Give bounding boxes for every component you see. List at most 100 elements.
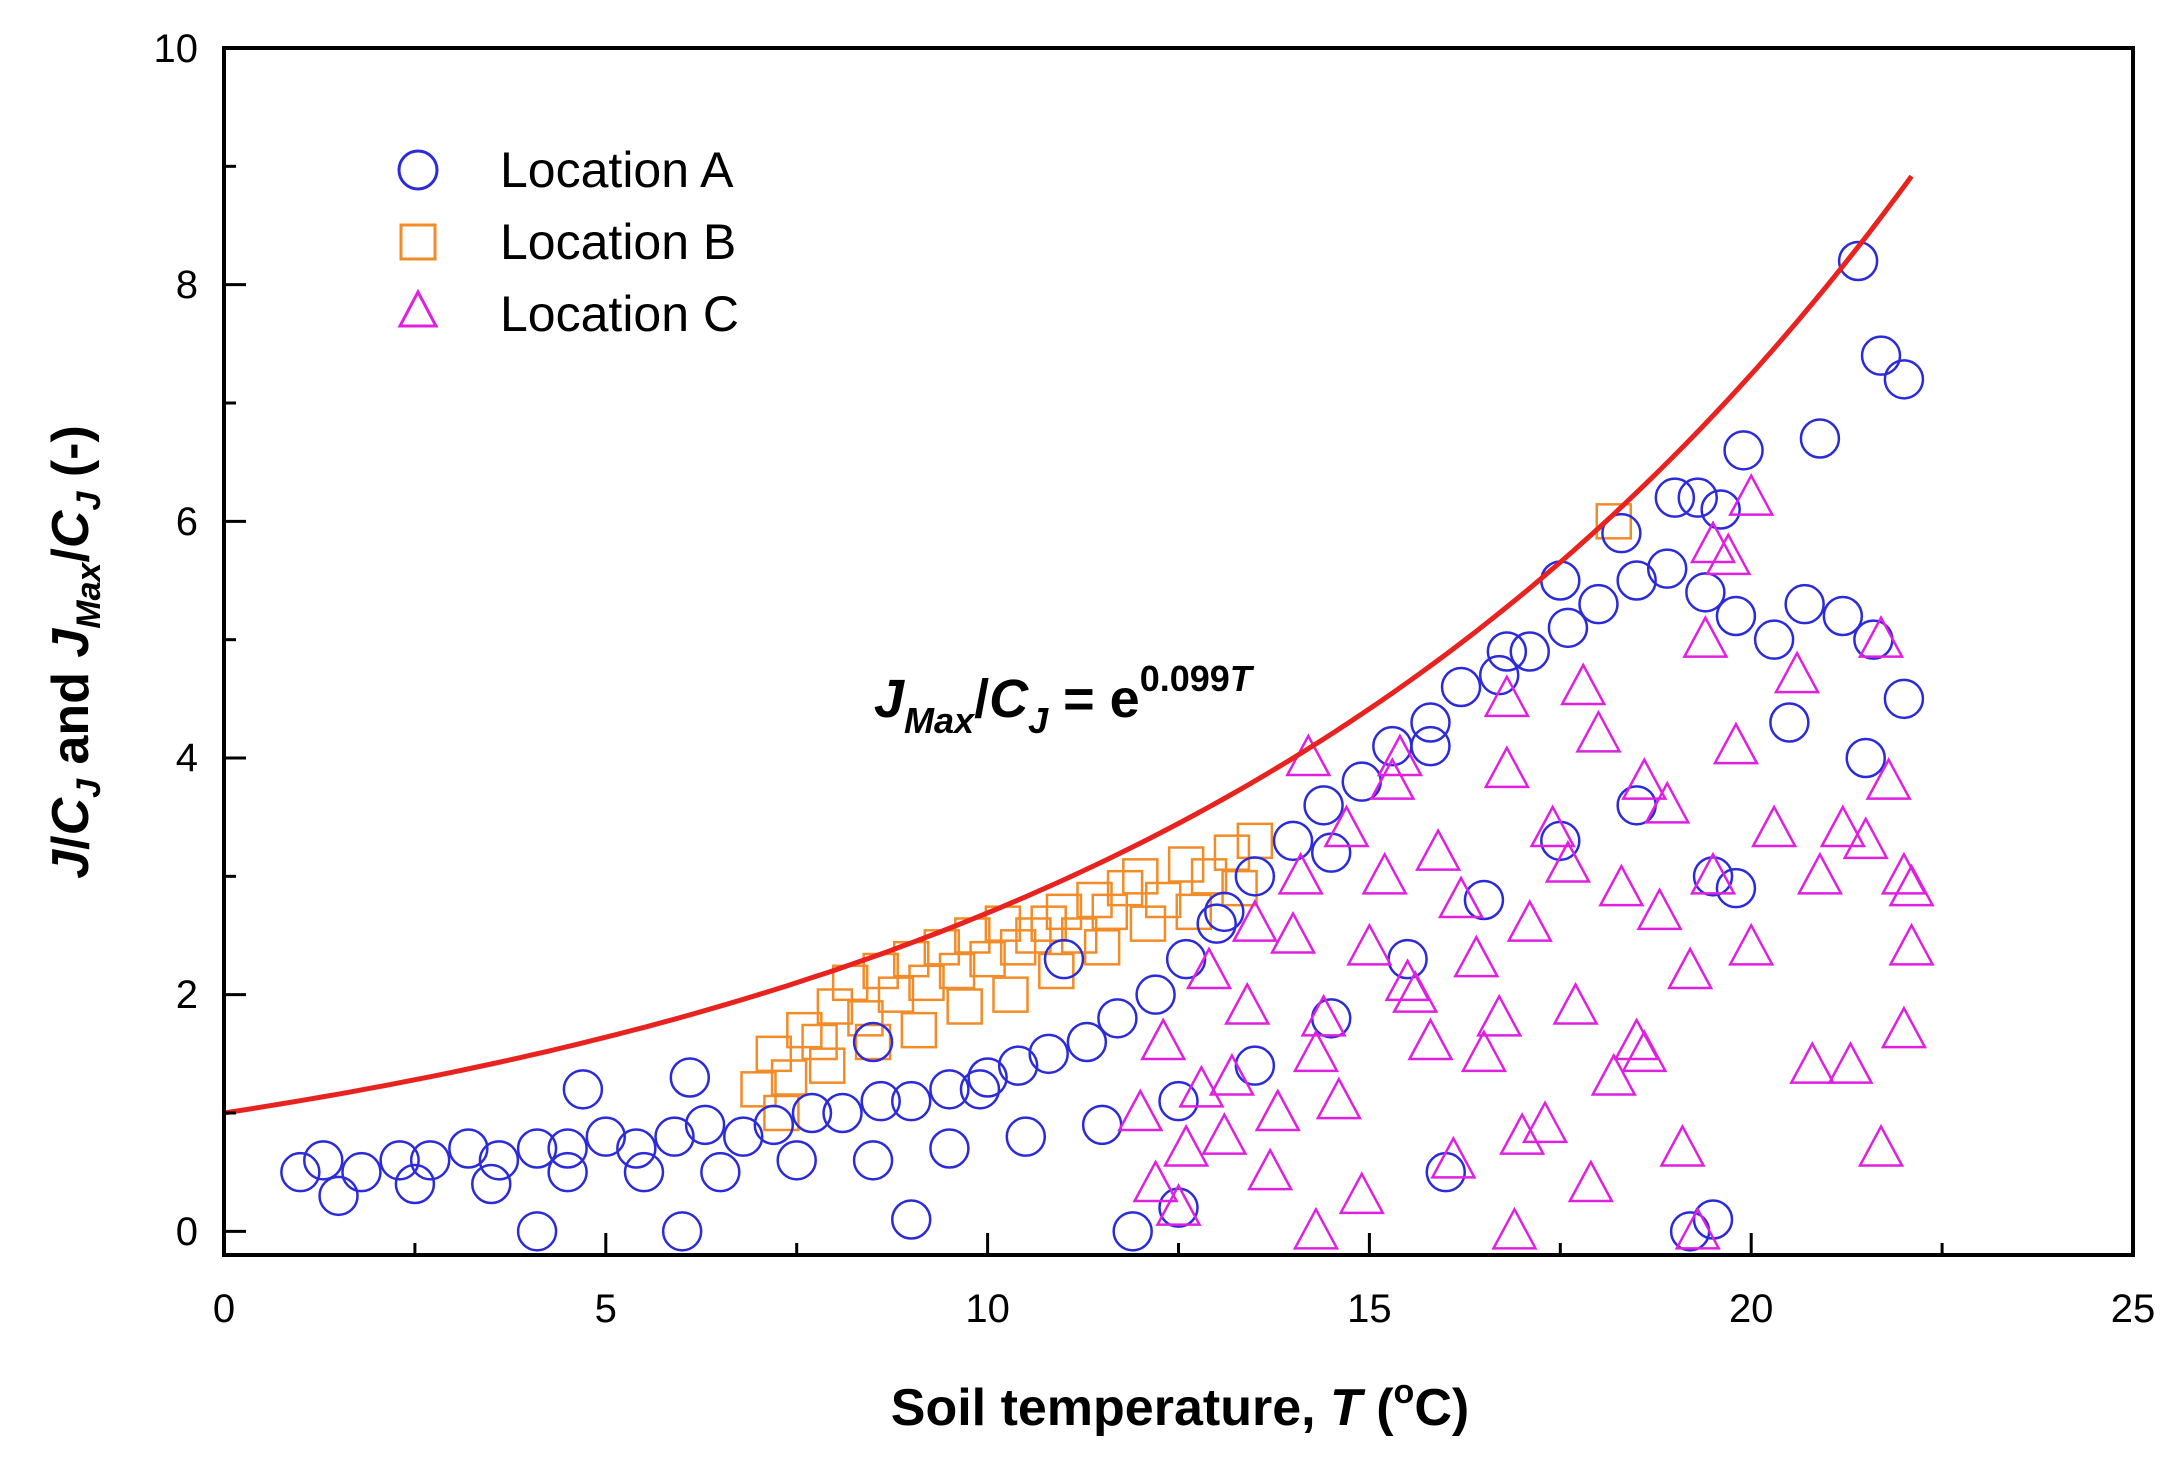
point-location-b — [938, 952, 976, 990]
point-location-a — [1165, 938, 1207, 980]
point-location-c — [1751, 804, 1798, 848]
point-location-a — [1410, 725, 1451, 767]
point-location-a — [409, 1140, 451, 1181]
point-location-a — [1723, 430, 1764, 471]
point-location-a — [1837, 240, 1879, 282]
point-location-a — [562, 1069, 604, 1110]
point-location-b — [946, 988, 983, 1025]
point-location-a — [623, 1151, 665, 1193]
series-location-a — [280, 240, 1925, 1252]
point-location-a — [1410, 702, 1451, 743]
point-location-a — [1310, 832, 1352, 873]
point-location-c — [1491, 1206, 1538, 1250]
y-tick-label: 10 — [154, 27, 199, 71]
point-location-c — [1132, 1159, 1179, 1203]
point-location-c — [1567, 1159, 1614, 1203]
equation-annotation: JMax/CJ = e0.099T — [874, 658, 1255, 741]
point-location-a — [1234, 1045, 1276, 1086]
point-location-c — [1407, 1017, 1454, 1061]
point-location-b — [1038, 952, 1075, 990]
point-location-a — [1883, 678, 1925, 720]
point-location-a — [959, 1069, 1001, 1110]
point-location-a — [654, 1116, 695, 1157]
point-location-b — [992, 976, 1029, 1013]
point-location-a — [1784, 583, 1825, 625]
x-tick-label: 15 — [1347, 1287, 1392, 1331]
point-location-c — [1415, 828, 1462, 871]
point-location-c — [1613, 1017, 1660, 1061]
point-location-a — [929, 1128, 970, 1169]
point-location-c — [1292, 1206, 1340, 1250]
point-location-b — [854, 1023, 892, 1061]
point-location-a — [700, 1151, 741, 1193]
point-location-a — [1685, 572, 1726, 613]
legend-marker-location-c — [397, 288, 439, 328]
point-location-c — [1659, 1123, 1706, 1167]
point-location-a — [1677, 477, 1718, 518]
point-location-c — [1208, 1052, 1256, 1096]
point-location-a — [776, 1140, 817, 1181]
point-location-b — [877, 976, 915, 1013]
axis-ticks — [222, 46, 2135, 1255]
point-location-a — [860, 1080, 901, 1122]
point-location-c — [1506, 899, 1553, 942]
point-location-a — [1158, 1080, 1199, 1122]
point-location-a — [318, 1175, 359, 1217]
point-location-c — [1789, 1041, 1836, 1084]
point-location-a — [1654, 477, 1696, 518]
point-location-c — [1667, 946, 1714, 990]
point-location-c — [1842, 816, 1889, 860]
point-location-b — [1144, 881, 1182, 919]
point-location-b — [1030, 905, 1067, 942]
point-location-c — [1453, 934, 1500, 978]
point-location-a — [997, 1045, 1039, 1086]
point-location-c — [1728, 922, 1775, 966]
point-location-c — [1384, 958, 1431, 1002]
point-location-a — [547, 1151, 588, 1193]
point-location-a — [1715, 595, 1757, 637]
point-location-b — [1083, 929, 1121, 966]
point-location-a — [448, 1128, 489, 1169]
point-location-a — [661, 1211, 703, 1252]
legend-label-location-b: Location B — [500, 214, 736, 270]
point-location-a — [967, 1057, 1008, 1098]
point-location-b — [1015, 917, 1052, 954]
point-location-c — [1598, 863, 1645, 907]
point-location-a — [929, 1069, 970, 1110]
point-location-a — [1860, 335, 1902, 376]
point-location-a — [1753, 619, 1795, 660]
point-location-a — [1303, 785, 1344, 826]
point-location-c — [1277, 851, 1324, 895]
point-location-a — [1547, 607, 1589, 649]
point-location-c — [1674, 1206, 1721, 1250]
point-location-a — [669, 1057, 711, 1098]
point-location-c — [1269, 910, 1317, 954]
point-location-b — [999, 929, 1037, 966]
point-location-a — [516, 1211, 558, 1252]
legend-label-location-c: Location C — [500, 286, 739, 342]
point-location-a — [471, 1163, 512, 1205]
point-location-c — [1575, 709, 1622, 753]
point-location-c — [1857, 1123, 1905, 1167]
point-location-a — [1540, 560, 1581, 601]
point-location-a — [1646, 548, 1688, 589]
point-location-c — [1689, 851, 1737, 895]
legend: Location A Location B Location C — [397, 142, 739, 342]
point-location-c — [1292, 1029, 1340, 1073]
point-location-c — [1201, 1112, 1248, 1155]
point-location-b — [755, 1035, 793, 1073]
point-location-c — [1521, 1100, 1569, 1144]
point-location-a — [1799, 418, 1841, 459]
point-location-b — [770, 1059, 808, 1096]
point-location-b — [908, 964, 945, 1002]
point-location-a — [753, 1104, 795, 1146]
point-location-c — [1827, 1041, 1874, 1084]
point-location-a — [1692, 856, 1734, 897]
point-location-a — [303, 1140, 344, 1181]
point-location-a — [1463, 879, 1505, 921]
point-location-a — [1341, 761, 1383, 802]
y-tick-label: 4 — [176, 736, 198, 780]
point-location-c — [1865, 757, 1912, 800]
point-location-a — [852, 1021, 894, 1063]
point-location-a — [822, 1092, 863, 1134]
